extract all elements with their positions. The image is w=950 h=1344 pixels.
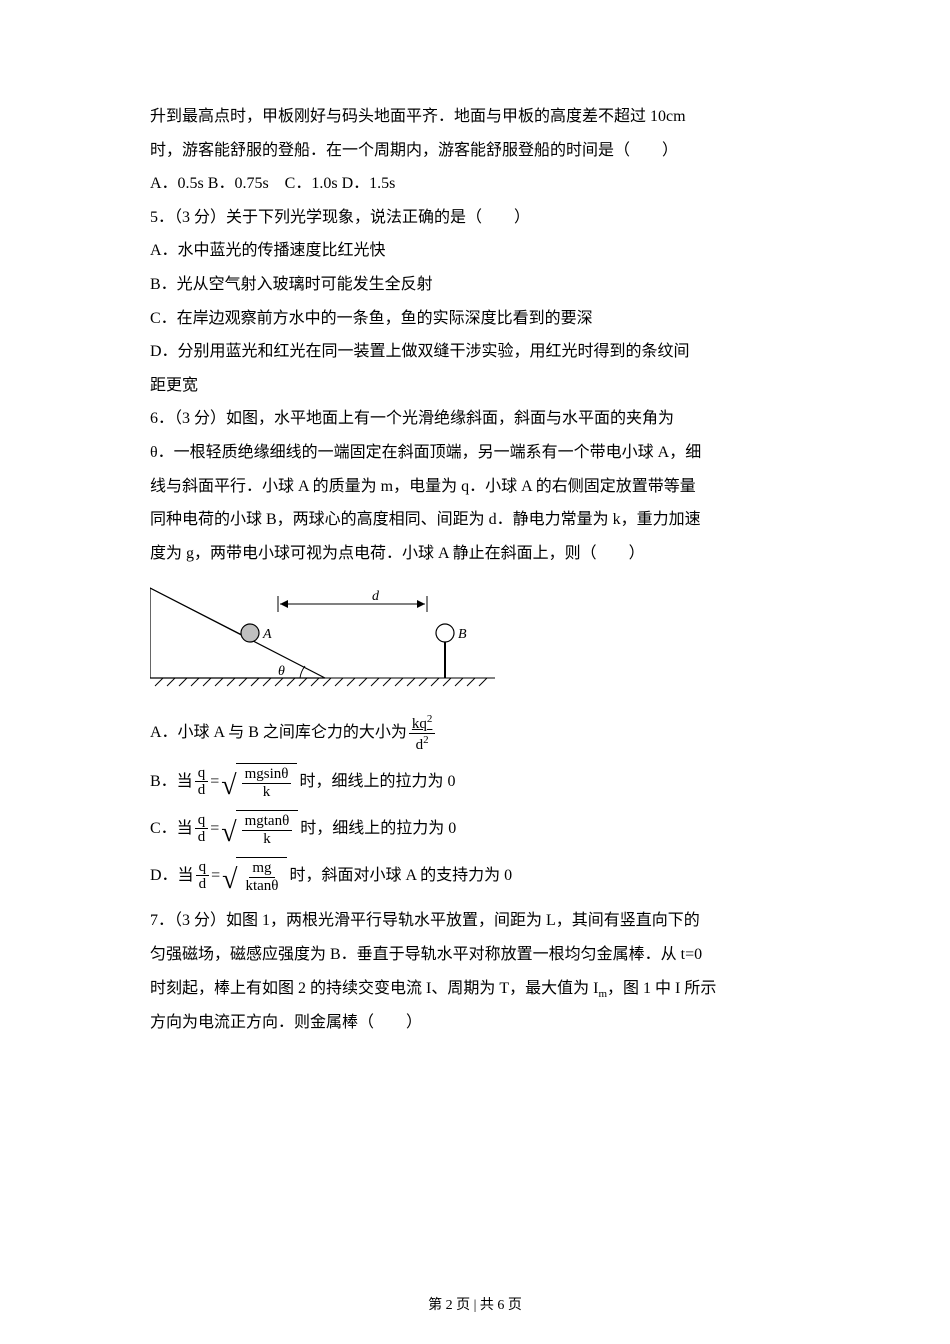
- q6-line2: θ．一根轻质绝缘细线的一端固定在斜面顶端，另一端系有一个带电小球 A，细: [150, 436, 820, 470]
- q5-option-b: B．光从空气射入玻璃时可能发生全反射: [150, 268, 820, 302]
- label-d: d: [372, 589, 380, 604]
- q6-a-fraction: kq2 d2: [409, 713, 436, 753]
- q6-b-prefix: B．当: [150, 771, 193, 793]
- q4-cont-line1: 升到最高点时，甲板刚好与码头地面平齐．地面与甲板的高度差不超过 10cm: [150, 100, 820, 134]
- q6-b-qd: q d: [195, 765, 209, 799]
- q6-option-d: D．当 q d = √ mg ktanθ 时，斜面对小球 A 的支持力为 0: [150, 857, 820, 894]
- q6-c-suffix: 时，细线上的拉力为 0: [300, 818, 456, 840]
- q6-d-prefix: D．当: [150, 865, 194, 887]
- q5-option-a: A．水中蓝光的传播速度比红光快: [150, 234, 820, 268]
- q5-stem: 5．（3 分）关于下列光学现象，说法正确的是（ ）: [150, 201, 820, 235]
- q6-d-sqrt: √ mg ktanθ: [222, 857, 287, 894]
- q6-c-qd: q d: [195, 812, 209, 846]
- q6-d-eq: =: [211, 865, 220, 887]
- q7-line1: 7．（3 分）如图 1，两根光滑平行导轨水平放置，间距为 L，其间有竖直向下的: [150, 904, 820, 938]
- q6-d-suffix: 时，斜面对小球 A 的支持力为 0: [289, 865, 512, 887]
- q4-options: A．0.5s B．0.75s C．1.0s D．1.5s: [150, 167, 820, 201]
- q7-line3: 时刻起，棒上有如图 2 的持续交变电流 I、周期为 T，最大值为 Im，图 1 …: [150, 972, 820, 1006]
- q6-b-eq: =: [210, 771, 219, 793]
- q6-line5: 度为 g，两带电小球可视为点电荷．小球 A 静止在斜面上，则（ ）: [150, 537, 820, 571]
- q5-option-c: C．在岸边观察前方水中的一条鱼，鱼的实际深度比看到的要深: [150, 302, 820, 336]
- q6-option-c: C．当 q d = √ mgtanθ k 时，细线上的拉力为 0: [150, 810, 820, 847]
- q6-c-eq: =: [210, 818, 219, 840]
- q5-option-d-line2: 距更宽: [150, 369, 820, 403]
- label-b: B: [458, 627, 467, 642]
- q6-option-a: A．小球 A 与 B 之间库仑力的大小为 kq2 d2: [150, 713, 820, 753]
- label-theta: θ: [278, 664, 285, 679]
- q5-option-d-line1: D．分别用蓝光和红光在同一装置上做双缝干涉实验，用红光时得到的条纹间: [150, 335, 820, 369]
- q6-option-b: B．当 q d = √ mgsinθ k 时，细线上的拉力为 0: [150, 763, 820, 800]
- q6-line4: 同种电荷的小球 B，两球心的高度相同、间距为 d．静电力常量为 k，重力加速: [150, 503, 820, 537]
- q6-a-prefix: A．小球 A 与 B 之间库仑力的大小为: [150, 722, 407, 744]
- q6-c-prefix: C．当: [150, 818, 193, 840]
- q7-line2: 匀强磁场，磁感应强度为 B．垂直于导轨水平对称放置一根均匀金属棒．从 t=0: [150, 938, 820, 972]
- q4-cont-line2: 时，游客能舒服的登船．在一个周期内，游客能舒服登船的时间是（ ）: [150, 134, 820, 168]
- q6-c-sqrt: √ mgtanθ k: [221, 810, 298, 847]
- page-footer: 第 2 页 | 共 6 页: [0, 1294, 950, 1314]
- q7-line4: 方向为电流正方向．则金属棒（ ）: [150, 1006, 820, 1040]
- q6-diagram: A B d θ: [150, 578, 820, 703]
- q6-line3: 线与斜面平行．小球 A 的质量为 m，电量为 q．小球 A 的右侧固定放置带等量: [150, 470, 820, 504]
- q6-line1: 6．（3 分）如图，水平地面上有一个光滑绝缘斜面，斜面与水平面的夹角为: [150, 402, 820, 436]
- q6-b-suffix: 时，细线上的拉力为 0: [299, 771, 455, 793]
- q6-d-qd: q d: [196, 859, 210, 893]
- label-a: A: [262, 627, 272, 642]
- q6-b-sqrt: √ mgsinθ k: [221, 763, 297, 800]
